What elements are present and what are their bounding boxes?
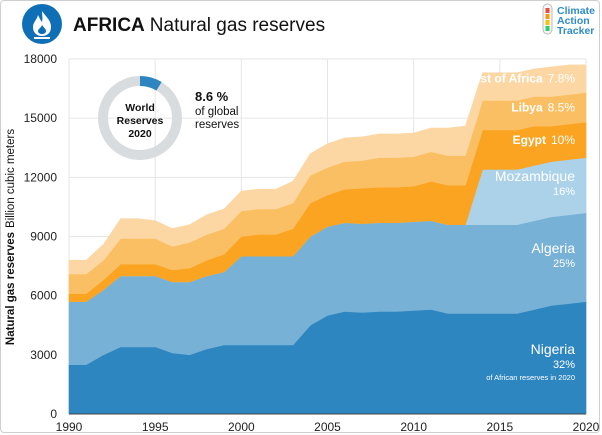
world-reserves-donut: World Reserves 2020 8.6 % of global rese… <box>98 76 239 160</box>
donut-center-line-1: World <box>125 102 155 114</box>
donut-center-line-2: Reserves <box>117 115 164 127</box>
y-axis-title-unit: Billion cubic meters <box>5 129 17 228</box>
label-libya-share: 8.5% <box>548 100 576 114</box>
label-libya-name: Libya <box>511 100 543 114</box>
donut-share-segment <box>139 76 162 91</box>
y-tick-label: 12000 <box>24 170 58 184</box>
y-tick-label: 6000 <box>30 289 57 303</box>
area-series <box>68 64 587 415</box>
x-tick-label: 2020 <box>573 420 600 434</box>
label-nigeria: Nigeria <box>531 341 576 357</box>
logo-line-1: Climate <box>557 5 595 17</box>
axis-ticks: 0 3000 6000 9000 12000 15000 18000 1990 1995 2000… <box>24 52 600 434</box>
label-rest-of-africa-name: Rest of Africa <box>465 72 543 86</box>
y-tick-label: 0 <box>50 407 57 421</box>
label-egypt-name: Egypt <box>513 133 546 147</box>
x-tick-label: 2000 <box>228 420 255 434</box>
y-tick-label: 15000 <box>24 111 58 125</box>
label-algeria: Algeria <box>531 240 575 256</box>
label-egypt-share: 10% <box>551 133 575 147</box>
label-egypt: Egypt 10% <box>513 133 576 147</box>
x-tick-label: 1995 <box>142 420 169 434</box>
y-tick-label: 3000 <box>30 348 57 362</box>
label-libya: Libya 8.5% <box>511 100 575 114</box>
label-mozambique: Mozambique <box>495 168 575 184</box>
climate-action-tracker-logo: Climate Action Tracker <box>542 3 595 37</box>
label-algeria-share: 25% <box>553 258 575 270</box>
y-tick-label: 9000 <box>30 230 57 244</box>
chart-title-rest: Natural gas reserves <box>150 15 325 36</box>
gas-flame-icon <box>22 4 62 44</box>
donut-share-text-1: of global <box>195 106 238 118</box>
y-axis-title-bold: Natural gas reserves <box>5 232 17 345</box>
label-nigeria-share: 32% <box>553 359 575 371</box>
label-rest-of-africa: Rest of Africa 7.8% <box>465 72 575 86</box>
chart-title-bold: AFRICA <box>73 15 145 36</box>
series-labels: Nigeria 32% of African reserves in 2020 Alg… <box>465 72 575 382</box>
x-tick-label: 1990 <box>56 420 83 434</box>
area-rest-of-africa <box>68 64 587 275</box>
logo-line-2: Action <box>557 15 590 27</box>
label-rest-of-africa-share: 7.8% <box>548 72 576 86</box>
logo-line-3: Tracker <box>557 25 594 37</box>
x-tick-label: 2005 <box>314 420 341 434</box>
x-tick-label: 2010 <box>400 420 427 434</box>
donut-center-line-3: 2020 <box>128 128 152 140</box>
chart-title: AFRICA Natural gas reserves <box>73 15 325 36</box>
y-axis-title: Natural gas reserves Billion cubic meters <box>5 129 17 345</box>
donut-share-text-2: reserves <box>195 119 239 131</box>
donut-share-value: 8.6 % <box>195 89 229 104</box>
label-nigeria-note: of African reserves in 2020 <box>486 373 575 382</box>
y-tick-label: 18000 <box>24 52 58 66</box>
label-mozambique-share: 16% <box>553 186 575 198</box>
x-tick-label: 2015 <box>486 420 513 434</box>
